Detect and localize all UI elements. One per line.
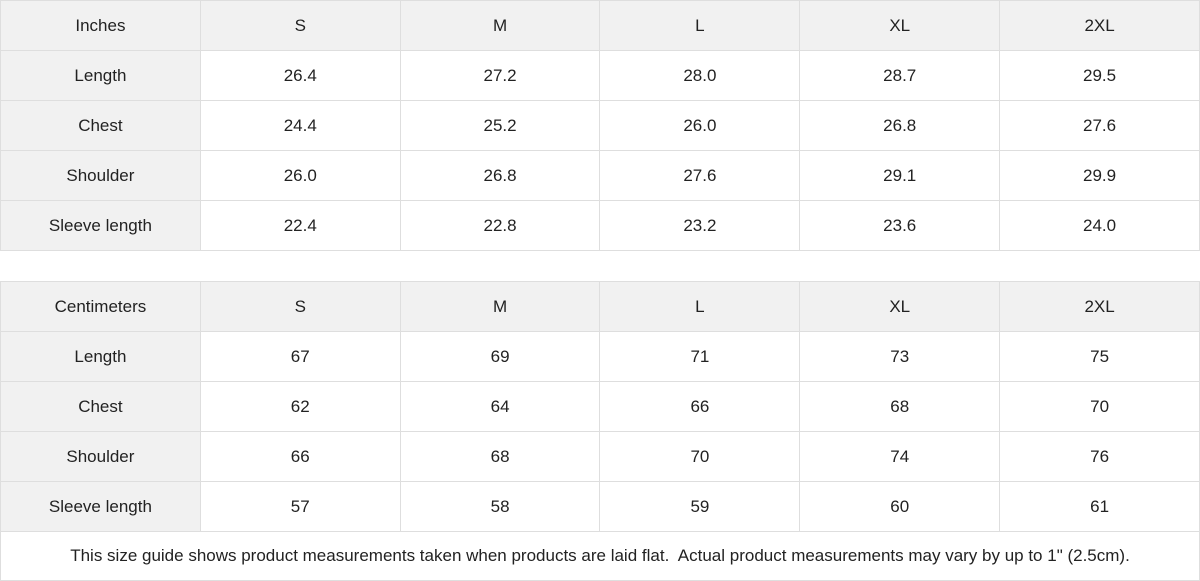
measurement-cell: 60 (799, 481, 1001, 532)
measurement-cell: 29.1 (799, 150, 1001, 201)
measurement-cell: 26.4 (199, 50, 401, 101)
column-header-xl: XL (799, 281, 1001, 332)
measurement-cell: 73 (799, 331, 1001, 382)
measurement-cell: 27.6 (999, 100, 1200, 151)
measurement-cell: 28.0 (599, 50, 801, 101)
header-row-inches: Inches S M L XL 2XL (0, 0, 1200, 51)
measurement-cell: 71 (599, 331, 801, 382)
table-spacer (0, 251, 1200, 281)
row-label: Chest (0, 381, 201, 432)
measurement-cell: 28.7 (799, 50, 1001, 101)
measurement-cell: 67 (199, 331, 401, 382)
table-row-chest: Chest 24.4 25.2 26.0 26.8 27.6 (0, 100, 1200, 151)
size-table-centimeters: Centimeters S M L XL 2XL Length 67 69 71… (0, 281, 1200, 532)
measurement-cell: 26.0 (599, 100, 801, 151)
column-header-m: M (399, 281, 601, 332)
table-row-shoulder: Shoulder 66 68 70 74 76 (0, 431, 1200, 482)
table-row-sleeve-length: Sleeve length 57 58 59 60 61 (0, 481, 1200, 532)
row-label: Sleeve length (0, 481, 201, 532)
measurement-cell: 69 (399, 331, 601, 382)
table-row-length: Length 26.4 27.2 28.0 28.7 29.5 (0, 50, 1200, 101)
measurement-cell: 76 (999, 431, 1200, 482)
measurement-cell: 26.0 (199, 150, 401, 201)
measurement-cell: 68 (399, 431, 601, 482)
measurement-cell: 23.2 (599, 200, 801, 251)
measurement-cell: 58 (399, 481, 601, 532)
measurement-cell: 70 (999, 381, 1200, 432)
table-row-length: Length 67 69 71 73 75 (0, 331, 1200, 382)
measurement-cell: 27.6 (599, 150, 801, 201)
measurement-cell: 74 (799, 431, 1001, 482)
measurement-cell: 75 (999, 331, 1200, 382)
measurement-cell: 29.5 (999, 50, 1200, 101)
measurement-cell: 26.8 (799, 100, 1001, 151)
measurement-cell: 59 (599, 481, 801, 532)
row-label: Length (0, 331, 201, 382)
column-header-s: S (199, 0, 401, 51)
column-header-s: S (199, 281, 401, 332)
column-header-2xl: 2XL (999, 281, 1200, 332)
measurement-cell: 70 (599, 431, 801, 482)
column-header-2xl: 2XL (999, 0, 1200, 51)
measurement-cell: 22.8 (399, 200, 601, 251)
measurement-cell: 22.4 (199, 200, 401, 251)
measurement-cell: 27.2 (399, 50, 601, 101)
unit-header-centimeters: Centimeters (0, 281, 201, 332)
measurement-cell: 26.8 (399, 150, 601, 201)
column-header-l: L (599, 281, 801, 332)
footer-note: This size guide shows product measuremen… (0, 532, 1200, 581)
measurement-cell: 24.4 (199, 100, 401, 151)
unit-header-inches: Inches (0, 0, 201, 51)
measurement-cell: 29.9 (999, 150, 1200, 201)
column-header-l: L (599, 0, 801, 51)
row-label: Sleeve length (0, 200, 201, 251)
row-label: Shoulder (0, 150, 201, 201)
column-header-xl: XL (799, 0, 1001, 51)
measurement-cell: 61 (999, 481, 1200, 532)
measurement-cell: 66 (199, 431, 401, 482)
measurement-cell: 66 (599, 381, 801, 432)
table-row-sleeve-length: Sleeve length 22.4 22.8 23.2 23.6 24.0 (0, 200, 1200, 251)
measurement-cell: 68 (799, 381, 1001, 432)
row-label: Length (0, 50, 201, 101)
table-row-shoulder: Shoulder 26.0 26.8 27.6 29.1 29.9 (0, 150, 1200, 201)
measurement-cell: 24.0 (999, 200, 1200, 251)
size-table-inches: Inches S M L XL 2XL Length 26.4 27.2 28.… (0, 0, 1200, 251)
measurement-cell: 64 (399, 381, 601, 432)
measurement-cell: 23.6 (799, 200, 1001, 251)
measurement-cell: 57 (199, 481, 401, 532)
measurement-cell: 25.2 (399, 100, 601, 151)
table-row-chest: Chest 62 64 66 68 70 (0, 381, 1200, 432)
column-header-m: M (399, 0, 601, 51)
measurement-cell: 62 (199, 381, 401, 432)
row-label: Chest (0, 100, 201, 151)
header-row-centimeters: Centimeters S M L XL 2XL (0, 281, 1200, 332)
row-label: Shoulder (0, 431, 201, 482)
